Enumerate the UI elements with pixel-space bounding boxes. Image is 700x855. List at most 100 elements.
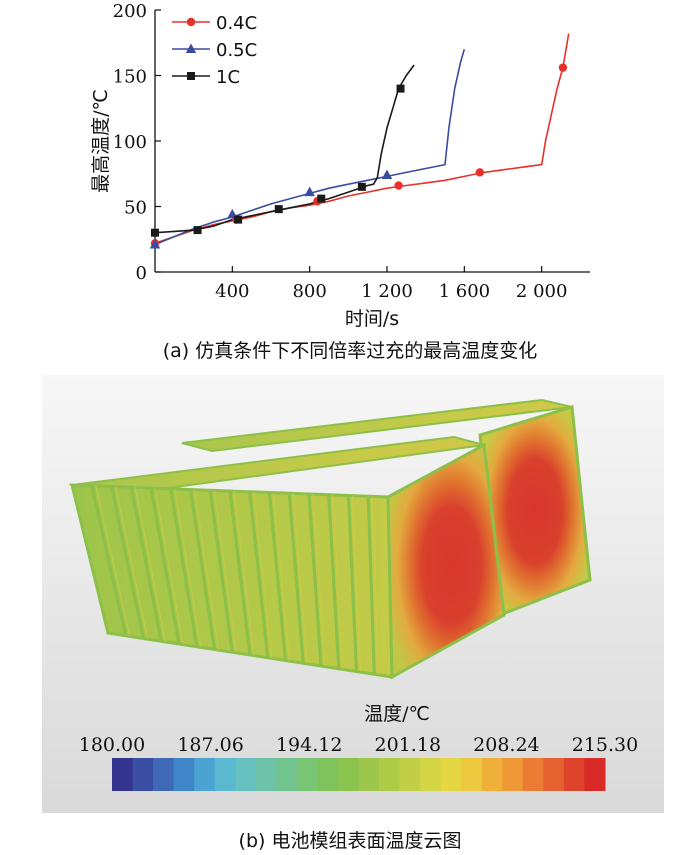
data-point xyxy=(381,169,393,180)
data-point xyxy=(396,84,405,93)
colorbar-swatch xyxy=(337,758,359,791)
cell-groove xyxy=(129,486,163,642)
legend-marker xyxy=(185,43,197,53)
y-axis-label: 最高温度/℃ xyxy=(90,89,112,193)
y-tick-label: 50 xyxy=(124,198,147,219)
colorbar-swatch xyxy=(276,758,298,791)
colorbar xyxy=(112,758,606,791)
colorbar-tick-label: 208.24 xyxy=(473,734,539,756)
cell-groove xyxy=(248,491,270,658)
colorbar-swatch xyxy=(132,758,154,791)
legend: 0.4C 0.5C 1C xyxy=(172,13,257,88)
data-point xyxy=(274,205,283,214)
colorbar-tick-label: 201.18 xyxy=(375,734,441,756)
colorbar-swatch xyxy=(502,758,524,791)
data-point xyxy=(475,168,484,177)
colorbar-swatch xyxy=(296,758,318,791)
colorbar-swatch xyxy=(563,758,585,791)
cell-separator-lines xyxy=(90,485,379,675)
caption-b: (b) 电池模组表面温度云图 xyxy=(238,830,462,852)
legend-label: 1C xyxy=(216,67,240,88)
y-tick-label: 150 xyxy=(113,67,147,88)
data-point xyxy=(149,238,161,249)
colorbar-swatch xyxy=(194,758,216,791)
x-tick-label: 800 xyxy=(292,281,326,302)
series-line-0.4C xyxy=(155,33,570,244)
colorbar-swatch xyxy=(420,758,442,791)
cell-groove xyxy=(90,485,128,637)
cell-groove xyxy=(109,486,146,639)
battery-module-heatmap: 温度/℃ 180.00 187.06 194.12 201.18 208.24 215.3… xyxy=(42,375,664,813)
cell-groove xyxy=(228,490,252,656)
colorbar-swatch xyxy=(543,758,565,791)
x-tick-label: 2 000 xyxy=(516,281,568,302)
colorbar-swatch xyxy=(440,758,462,791)
cell-groove xyxy=(307,493,323,667)
cell-groove xyxy=(169,488,199,648)
cell-highlight xyxy=(213,490,237,653)
cell-highlight xyxy=(272,492,291,661)
cell-highlight xyxy=(174,488,202,647)
cell-groove xyxy=(149,487,181,645)
colorbar-swatch xyxy=(255,758,277,791)
colorbar-swatch xyxy=(481,758,503,791)
colorbar-swatch xyxy=(358,758,380,791)
cell-highlight xyxy=(332,494,344,669)
y-axis-label-group: 最高温度/℃ xyxy=(90,89,112,193)
legend-marker xyxy=(186,17,196,27)
x-tick-label: 1 200 xyxy=(361,281,413,302)
cell-groove xyxy=(346,495,359,672)
cell-groove xyxy=(327,494,341,669)
colorbar-tick-label: 194.12 xyxy=(276,734,342,756)
cell-groove xyxy=(267,492,288,661)
cell-highlight xyxy=(253,491,273,658)
data-point xyxy=(234,215,243,224)
cell-highlight xyxy=(233,490,255,656)
colorbar-swatch xyxy=(173,758,195,791)
data-point xyxy=(357,182,366,191)
colorbar-label: 温度/℃ xyxy=(364,703,430,725)
x-axis-label: 时间/s xyxy=(345,308,399,330)
cell-highlight xyxy=(292,493,308,664)
y-tick-label: 0 xyxy=(136,263,147,284)
cell-groove xyxy=(366,496,376,675)
markers-layer xyxy=(149,63,568,249)
cell-highlight xyxy=(114,486,149,639)
cell-groove xyxy=(188,489,217,650)
colorbar-tick-labels: 180.00 187.06 194.12 201.18 208.24 215.30 xyxy=(79,734,638,756)
y-tick-label: 200 xyxy=(113,1,147,22)
cell-highlight xyxy=(351,495,362,672)
legend-label: 0.5C xyxy=(216,40,257,61)
data-point xyxy=(558,63,568,72)
colorbar-swatch xyxy=(379,758,401,791)
colorbar-swatch xyxy=(235,758,257,791)
temperature-line-chart: 最高温度/℃ 400 800 1 200 1 600 2 000 0 50 100 150 200… xyxy=(90,1,590,330)
legend-marker xyxy=(187,72,195,80)
series-line-0.5C xyxy=(155,49,466,246)
colorbar-swatch xyxy=(317,758,339,791)
cell-highlight xyxy=(134,487,166,642)
cell-groove xyxy=(287,493,305,664)
colorbar-swatch xyxy=(112,758,134,791)
legend-label: 0.4C xyxy=(216,13,257,34)
series-layer xyxy=(155,33,570,246)
colorbar-swatch xyxy=(522,758,544,791)
cell-groove xyxy=(208,490,234,653)
x-tick-label: 400 xyxy=(215,281,249,302)
colorbar-swatch xyxy=(584,758,606,791)
y-tick-label: 100 xyxy=(113,132,147,153)
caption-a: (a) 仿真条件下不同倍率过充的最高温度变化 xyxy=(162,340,538,362)
data-point xyxy=(304,186,315,197)
colorbar-swatch xyxy=(214,758,236,791)
cell-highlight xyxy=(312,493,326,667)
colorbar-swatch xyxy=(153,758,175,791)
colorbar-tick-label: 187.06 xyxy=(177,734,243,756)
colorbar-tick-label: 215.30 xyxy=(572,734,638,756)
cell-highlight xyxy=(193,489,220,650)
axis-ticks: 400 800 1 200 1 600 2 000 0 50 100 150 200 xyxy=(113,1,568,302)
colorbar-swatch xyxy=(461,758,483,791)
x-tick-label: 1 600 xyxy=(439,281,491,302)
cell-highlight xyxy=(154,487,184,645)
cell-highlight xyxy=(95,485,131,636)
front-module-end-face xyxy=(386,442,506,680)
